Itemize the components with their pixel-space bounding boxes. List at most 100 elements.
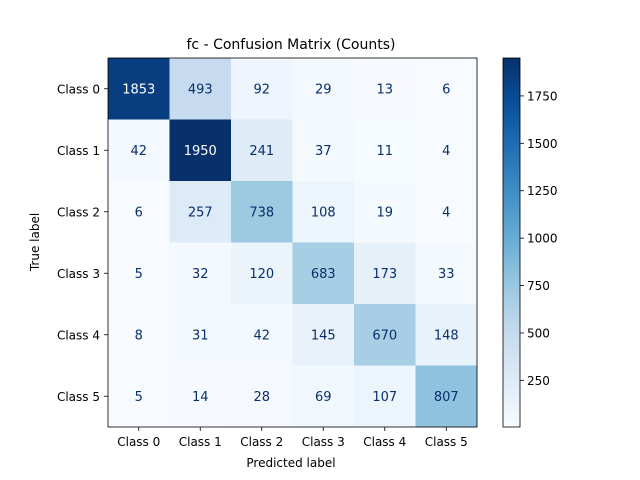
cell-value-label: 1950: [184, 144, 217, 159]
cell-value-label: 683: [311, 267, 336, 282]
cell-value-label: 32: [192, 267, 209, 282]
heatmap-cell: [292, 304, 355, 366]
colorbar-tick-label: 1000: [527, 232, 558, 246]
heatmap-cell: [231, 365, 293, 428]
heatmap-cell: [354, 58, 416, 120]
y-tick-label: Class 5: [57, 390, 100, 404]
cell-value-label: 5: [135, 390, 143, 405]
y-tick-label: Class 3: [57, 267, 100, 281]
heatmap-cell: [108, 242, 170, 305]
heatmap-cell: [231, 304, 293, 366]
x-tick-label: Class 0: [117, 435, 160, 449]
cell-value-label: 4: [442, 205, 450, 220]
chart-title: fc - Confusion Matrix (Counts): [187, 37, 396, 53]
heatmap-cell: [354, 242, 416, 305]
x-axis: Class 0 Class 1 Class 2 Class 3 Class 4 Class…: [117, 427, 468, 449]
cell-value-label: 738: [249, 205, 274, 220]
y-tick-label: Class 4: [57, 328, 100, 342]
cell-value-label: 33: [438, 267, 455, 282]
y-tick-label: Class 0: [57, 82, 100, 96]
heatmap-cell: [415, 58, 478, 120]
heatmap-cell: [231, 58, 293, 120]
cell-value-label: 29: [315, 82, 332, 97]
colorbar-tick-label: 250: [527, 374, 550, 388]
cell-value-label: 4: [442, 144, 450, 159]
colorbar-tick-label: 1750: [527, 89, 558, 103]
heatmap-cell: [108, 119, 170, 182]
x-tick-label: Class 4: [363, 435, 406, 449]
cell-value-label: 1853: [122, 82, 155, 97]
cell-value-label: 8: [135, 328, 143, 343]
cell-value-label: 42: [130, 144, 147, 159]
cell-value-label: 13: [376, 82, 393, 97]
heatmap-cell: [231, 181, 293, 243]
cell-value-label: 120: [249, 267, 274, 282]
cell-value-label: 5: [135, 267, 143, 282]
cell-value-label: 145: [311, 328, 336, 343]
cell-value-label: 107: [372, 390, 397, 405]
heatmap-cell: [292, 119, 355, 182]
cell-value-label: 19: [376, 205, 393, 220]
cell-value-label: 6: [135, 205, 143, 220]
heatmap-cell: [231, 119, 293, 182]
x-tick-label: Class 3: [302, 435, 345, 449]
colorbar-tick-label: 1500: [527, 137, 558, 151]
heatmap-cell: [415, 365, 478, 428]
cell-value-label: 173: [372, 267, 397, 282]
x-axis-label: Predicted label: [246, 456, 335, 470]
heatmap-cell: [108, 365, 170, 428]
y-axis-label: True label: [28, 213, 42, 272]
heatmap-cell: [169, 119, 232, 182]
y-axis: Class 0 Class 1 Class 2 Class 3 Class 4 Class…: [57, 82, 108, 404]
heatmap-cell: [169, 181, 232, 243]
heatmap-cell: [108, 58, 170, 120]
y-tick-label: Class 2: [57, 205, 100, 219]
heatmap-cell-labels: 1853 493 92 29 13 6 42 1950 241 37 11 4 6 257 738 108 19…: [122, 82, 458, 405]
cell-value-label: 31: [192, 328, 209, 343]
x-tick-label: Class 1: [179, 435, 222, 449]
heatmap-cell: [415, 242, 478, 305]
heatmap-cell: [292, 58, 355, 120]
cell-value-label: 28: [253, 390, 270, 405]
heatmap-cell: [169, 304, 232, 366]
heatmap-cells: [107, 57, 478, 428]
heatmap-cell: [231, 242, 293, 305]
heatmap-cell: [415, 304, 478, 366]
cell-value-label: 257: [188, 205, 213, 220]
heatmap-cell: [108, 181, 170, 243]
cell-value-label: 11: [376, 144, 393, 159]
heatmap-cell: [169, 365, 232, 428]
cell-value-label: 241: [249, 144, 274, 159]
heatmap-cell: [415, 181, 478, 243]
colorbar-tick-label: 750: [527, 279, 550, 293]
heatmap-cell: [292, 242, 355, 305]
heatmap-cell: [292, 181, 355, 243]
heatmap-cell: [354, 119, 416, 182]
colorbar-tick-label: 1250: [527, 184, 558, 198]
colorbar-ticks: 250 500 750 1000 1250 1500 1750: [520, 89, 558, 388]
heatmap-cell: [415, 119, 478, 182]
cell-value-label: 37: [315, 144, 332, 159]
colorbar-tick-label: 500: [527, 326, 550, 340]
cell-value-label: 92: [253, 82, 270, 97]
cell-value-label: 6: [442, 82, 450, 97]
heatmap-cell: [354, 304, 416, 366]
x-tick-label: Class 5: [425, 435, 468, 449]
plot-frame: [107, 57, 478, 428]
cell-value-label: 807: [434, 390, 459, 405]
heatmap-cell: [108, 304, 170, 366]
cell-value-label: 42: [253, 328, 270, 343]
cell-value-label: 69: [315, 390, 332, 405]
colorbar: [502, 57, 521, 428]
cell-value-label: 148: [434, 328, 459, 343]
heatmap-cell: [354, 365, 416, 428]
heatmap-cell: [169, 58, 232, 120]
cell-value-label: 493: [188, 82, 213, 97]
heatmap-cell: [292, 365, 355, 428]
cell-value-label: 14: [192, 390, 209, 405]
y-tick-label: Class 1: [57, 144, 100, 158]
x-tick-label: Class 2: [240, 435, 283, 449]
heatmap-cell: [169, 242, 232, 305]
heatmap-cell: [354, 181, 416, 243]
cell-value-label: 108: [311, 205, 336, 220]
